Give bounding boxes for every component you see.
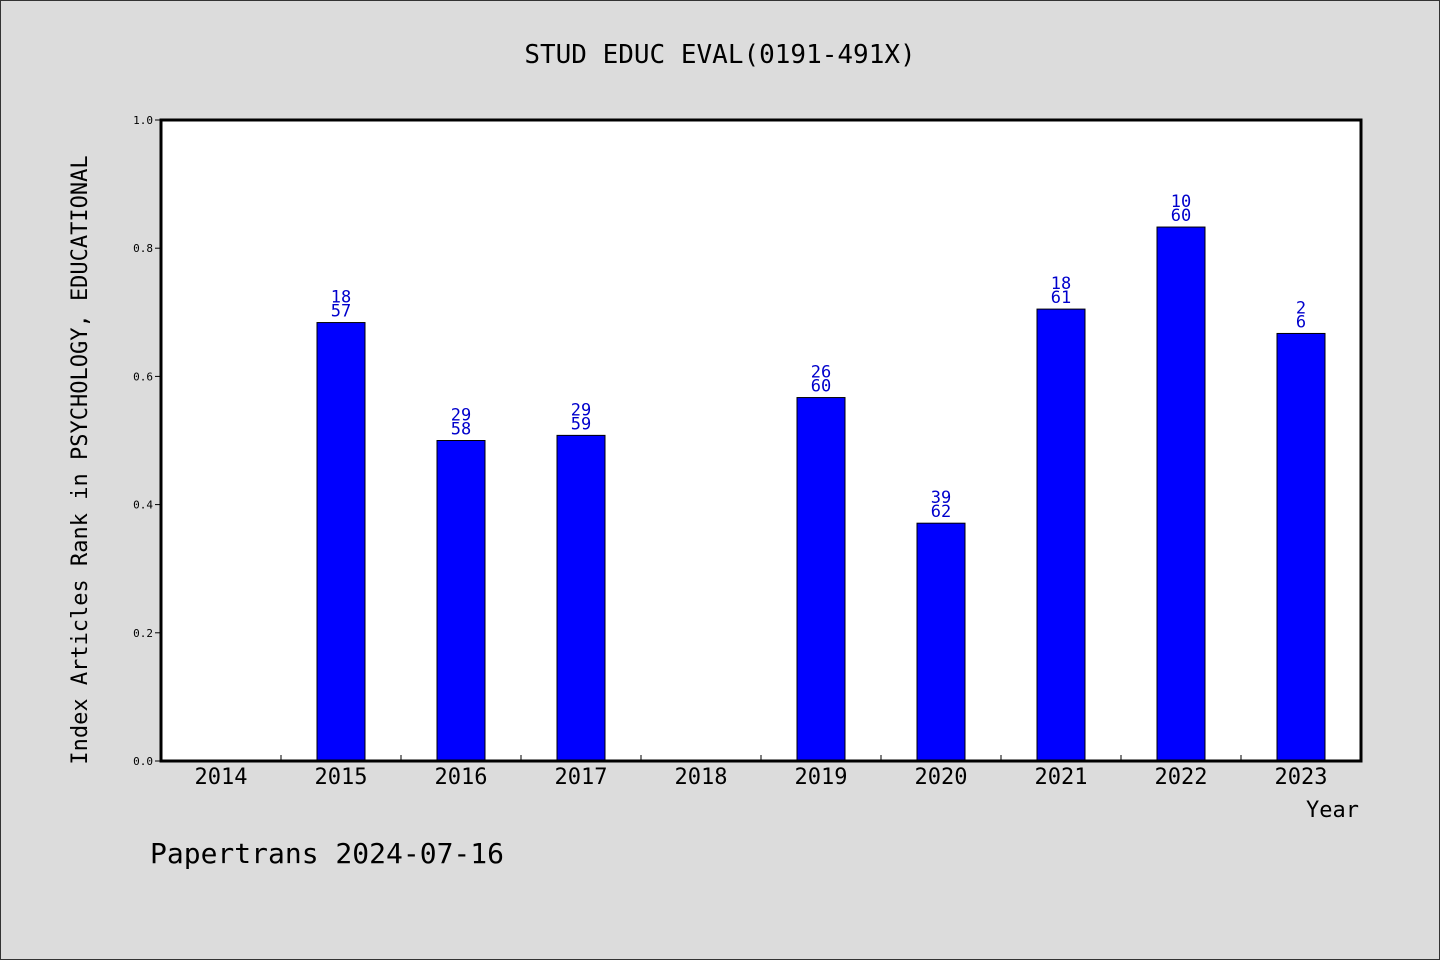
bar-label-rank: 18 — [1051, 274, 1071, 294]
bar — [316, 322, 366, 762]
bar-label-total: 6 — [1296, 312, 1306, 332]
ticks-layer: 0.0 0.2 0.4 0.6 0.8 1.0 2014 2015 2016 2017 2018 20… — [133, 114, 1327, 790]
x-tick-label: 2018 — [675, 765, 728, 790]
footer-date-text: Papertrans 2024-07-16 — [150, 837, 504, 870]
bar-label-total: 60 — [1171, 206, 1191, 226]
bar-label-total: 59 — [571, 414, 591, 434]
bars-layer — [316, 226, 1326, 762]
y-tick-label: 0.2 — [133, 627, 153, 640]
x-tick-label: 2017 — [555, 765, 608, 790]
y-tick-label: 0.4 — [133, 499, 153, 512]
y-tick-label: 0.0 — [133, 755, 153, 768]
bar — [1036, 308, 1086, 762]
bar-label-rank: 26 — [811, 363, 831, 383]
y-tick-label: 0.6 — [133, 370, 153, 383]
y-tick-label: 0.8 — [133, 242, 153, 255]
bar-label-rank: 18 — [331, 288, 351, 308]
x-tick-label: 2014 — [195, 765, 248, 790]
x-tick-label: 2021 — [1035, 765, 1088, 790]
plot-frame — [159, 118, 1363, 763]
x-tick-label: 2015 — [315, 765, 368, 790]
bar — [796, 397, 846, 762]
bar-label-rank: 29 — [451, 406, 471, 426]
x-tick-label: 2022 — [1155, 765, 1208, 790]
bar-label-total: 60 — [811, 377, 831, 397]
chart-title: STUD EDUC EVAL(0191-491X) — [524, 40, 915, 70]
bar-label-total: 62 — [931, 502, 951, 522]
x-axis-title: Year — [1306, 798, 1359, 823]
bar — [436, 440, 486, 762]
bar-label-rank: 2 — [1296, 298, 1306, 318]
bar — [1156, 226, 1206, 762]
bar-label-rank: 10 — [1171, 192, 1191, 212]
x-tick-label: 2023 — [1275, 765, 1328, 790]
x-tick-label: 2020 — [915, 765, 968, 790]
y-axis-title: Index Articles Rank in PSYCHOLOGY, EDUCA… — [68, 155, 93, 764]
bar-label-total: 57 — [331, 302, 351, 322]
x-tick-label: 2019 — [795, 765, 848, 790]
bar-label-total: 61 — [1051, 288, 1071, 308]
bar — [1276, 332, 1326, 762]
bar — [916, 522, 966, 762]
bar-label-rank: 39 — [931, 488, 951, 508]
y-tick-label: 1.0 — [133, 114, 153, 127]
bar-label-rank: 29 — [571, 400, 591, 420]
x-tick-label: 2016 — [435, 765, 488, 790]
bar — [556, 434, 606, 762]
bar-label-total: 58 — [451, 420, 471, 440]
